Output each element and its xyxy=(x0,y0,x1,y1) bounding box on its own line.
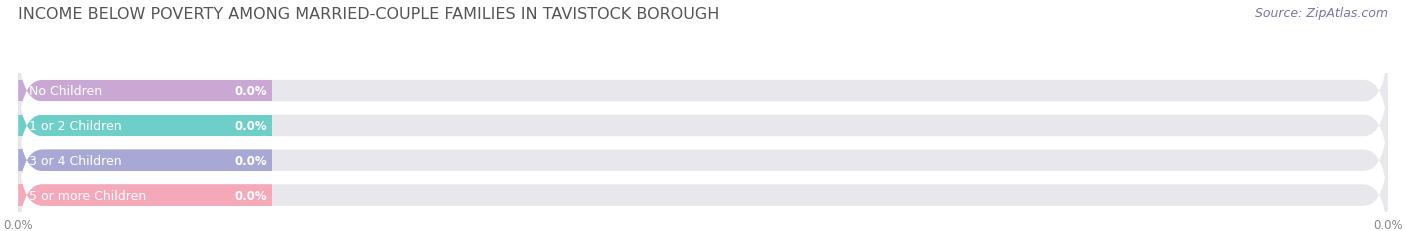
FancyBboxPatch shape xyxy=(18,109,1388,212)
FancyBboxPatch shape xyxy=(18,40,297,143)
Text: 0.0%: 0.0% xyxy=(235,85,267,98)
FancyBboxPatch shape xyxy=(18,109,297,212)
Text: 3 or 4 Children: 3 or 4 Children xyxy=(30,154,122,167)
FancyBboxPatch shape xyxy=(18,40,1388,143)
FancyBboxPatch shape xyxy=(18,144,297,231)
FancyBboxPatch shape xyxy=(18,74,297,178)
Text: 0.0%: 0.0% xyxy=(235,189,267,202)
Text: 0.0%: 0.0% xyxy=(235,154,267,167)
Text: 5 or more Children: 5 or more Children xyxy=(30,189,146,202)
Text: 1 or 2 Children: 1 or 2 Children xyxy=(30,119,122,132)
Text: No Children: No Children xyxy=(30,85,103,98)
FancyBboxPatch shape xyxy=(18,74,1388,178)
FancyBboxPatch shape xyxy=(18,144,1388,231)
Text: Source: ZipAtlas.com: Source: ZipAtlas.com xyxy=(1254,7,1388,20)
Text: 0.0%: 0.0% xyxy=(235,119,267,132)
Text: INCOME BELOW POVERTY AMONG MARRIED-COUPLE FAMILIES IN TAVISTOCK BOROUGH: INCOME BELOW POVERTY AMONG MARRIED-COUPL… xyxy=(18,7,720,22)
